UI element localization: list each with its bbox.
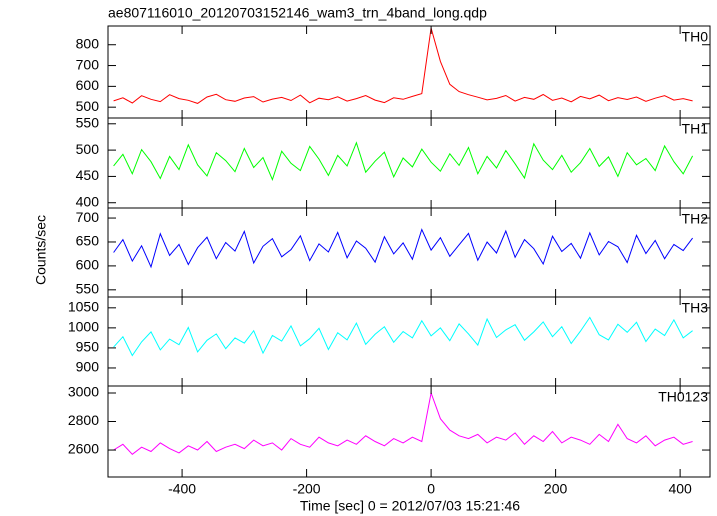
x-axis-label: Time [sec] 0 = 2012/07/03 15:21:46 — [300, 498, 520, 514]
y-tick-label: 550 — [76, 114, 100, 130]
y-tick-label: 800 — [76, 35, 100, 51]
y-tick-label: 600 — [76, 77, 100, 93]
y-tick-label: 450 — [76, 167, 100, 183]
data-line — [113, 391, 693, 455]
panel-frame — [107, 25, 711, 119]
y-tick-label: 700 — [76, 56, 100, 72]
panel-label: TH0123 — [658, 389, 708, 405]
y-axis-label: Counts/sec — [33, 215, 49, 285]
y-tick-label: 600 — [76, 257, 100, 273]
panel-frame — [107, 385, 711, 478]
data-line — [113, 228, 693, 269]
y-tick-label: 900 — [76, 359, 100, 375]
data-line — [113, 141, 694, 182]
y-tick-label: 2600 — [68, 441, 99, 457]
panel-label: TH3 — [682, 300, 709, 316]
panel-label: TH0 — [682, 29, 709, 45]
x-tick-label: 0 — [427, 481, 435, 497]
y-tick-label: 1000 — [68, 319, 99, 335]
y-tick-label: 650 — [76, 233, 100, 249]
panel-label: TH2 — [682, 211, 709, 227]
x-tick-label: -400 — [168, 481, 196, 497]
y-tick-label: 950 — [76, 339, 100, 355]
panel-label: TH1 — [682, 121, 709, 137]
y-tick-label: 500 — [76, 98, 100, 114]
y-tick-label: 700 — [76, 209, 100, 225]
panel-frame — [107, 296, 711, 387]
data-line — [113, 27, 693, 104]
x-tick-label: 400 — [668, 481, 692, 497]
x-tick-label: -200 — [293, 481, 321, 497]
chart-title: ae807116010_20120703152146_wam3_trn_4ban… — [108, 5, 487, 21]
y-tick-label: 3000 — [68, 384, 99, 400]
data-line — [113, 316, 693, 357]
y-tick-label: 2800 — [68, 412, 99, 428]
y-tick-label: 550 — [76, 281, 100, 297]
y-tick-label: 400 — [76, 193, 100, 209]
y-tick-label: 1050 — [68, 299, 99, 315]
x-tick-label: 200 — [544, 481, 568, 497]
y-tick-label: 500 — [76, 141, 100, 157]
